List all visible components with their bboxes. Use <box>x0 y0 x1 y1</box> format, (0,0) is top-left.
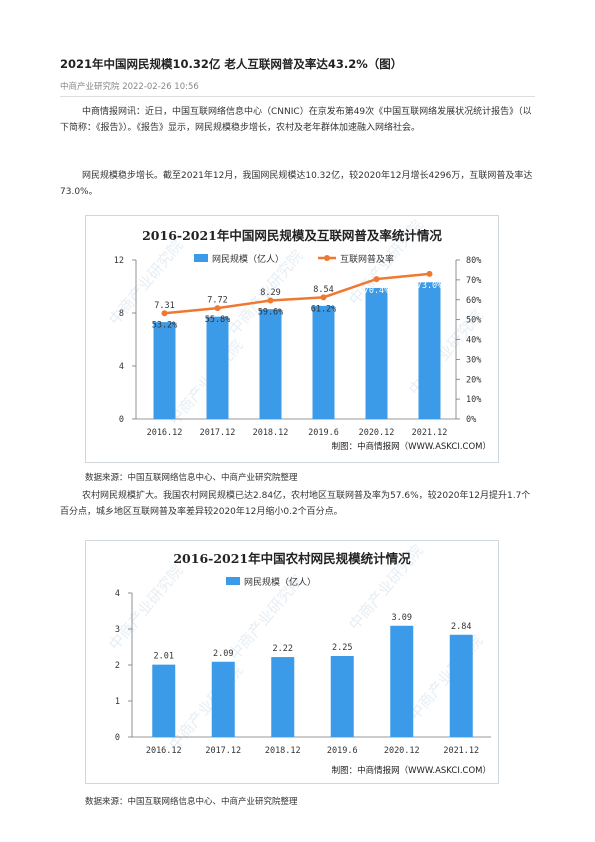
bar-value-label: 2.01 <box>154 652 174 662</box>
y-tick-label: 8 <box>119 309 124 319</box>
x-tick-label: 2018.12 <box>265 746 301 756</box>
legend-label-line: 互联网普及率 <box>340 253 394 265</box>
legend-swatch-bar <box>226 577 240 585</box>
article-title: 2021年中国网民规模10.32亿 老人互联网普及率达43.2%（图） <box>60 57 403 71</box>
rate-value-label: 73.0% <box>417 281 443 291</box>
chart-netizen-scale: 中商产业研究院 中商产业研究院 中商产业研究院 中商产业研究院 中商产业研究院 2016-… <box>85 215 499 463</box>
x-tick-label: 2017.12 <box>205 746 241 756</box>
bar <box>449 634 473 737</box>
watermark-text: 中商产业研究院 <box>105 237 186 329</box>
y2-tick-label: 10% <box>466 395 481 405</box>
chart-credit: 制图：中商情报网（WWW.ASKCI.COM） <box>332 441 491 452</box>
legend-label-bar: 网民规模（亿人） <box>212 253 284 265</box>
rate-value-label: 53.2% <box>152 320 178 330</box>
watermark-text: 中商产业研究院 <box>165 337 246 429</box>
y2-tick-label: 80% <box>466 256 481 266</box>
chart-credit: 制图：中商情报网（WWW.ASKCI.COM） <box>332 765 491 776</box>
y-tick-label: 4 <box>119 362 124 372</box>
bar-value-label: 2.25 <box>332 643 352 653</box>
y-tick-label: 0 <box>115 733 120 743</box>
x-tick-label: 2019.6 <box>327 746 358 756</box>
paragraph-scale: 网民规模稳步增长。截至2021年12月，我国网民规模达10.32亿，较2020年… <box>60 171 533 197</box>
bar-value-label: 8.29 <box>260 288 280 298</box>
divider <box>60 96 535 97</box>
y-tick-label: 12 <box>114 256 124 266</box>
bar-value-label: 9.89 <box>366 267 386 277</box>
bar-value-label: 8.54 <box>313 285 333 295</box>
paragraph-intro: 中商情报网讯：近日，中国互联网络信息中心（CNNIC）在京发布第49次《中国互联… <box>60 107 532 133</box>
chart-rural-scale: 中商产业研究院 中商产业研究院 中商产业研究院 中商产业研究院 中商产业研究院 2016-… <box>85 540 499 784</box>
x-tick-label: 2017.12 <box>200 428 236 438</box>
bar <box>330 656 354 737</box>
rate-value-label: 70.4% <box>364 286 390 296</box>
y2-tick-label: 40% <box>466 336 481 346</box>
bar-value-label: 2.22 <box>273 644 293 654</box>
bar-value-label: 10.32 <box>417 261 443 271</box>
chart1-svg: 中商产业研究院 中商产业研究院 中商产业研究院中商产业研究院中商产业研究院2016-… <box>105 217 491 452</box>
y2-tick-label: 0% <box>466 415 476 425</box>
rate-point <box>373 276 380 283</box>
y-tick-label: 0 <box>119 415 124 425</box>
rate-value-label: 59.6% <box>258 308 284 318</box>
source-note-1: 数据来源：中国互联网络信息中心、中商产业研究院整理 <box>85 473 298 483</box>
chart-title: 2016-2021年中国网民规模及互联网普及率统计情况 <box>142 228 442 243</box>
bar <box>152 664 176 737</box>
chart-title: 2016-2021年中国农村网民规模统计情况 <box>173 551 411 566</box>
y-tick-label: 1 <box>115 697 120 707</box>
bar-value-label: 3.09 <box>392 613 412 623</box>
y-tick-label: 2 <box>115 661 120 671</box>
x-tick-label: 2016.12 <box>147 428 183 438</box>
y2-tick-label: 20% <box>466 375 481 385</box>
rate-line <box>164 272 430 315</box>
y-tick-label: 4 <box>115 589 120 599</box>
legend-swatch-bar <box>194 254 208 262</box>
article-meta: 中商产业研究院 2022-02-26 10:56 <box>60 82 199 92</box>
rate-point <box>267 297 274 304</box>
y2-tick-label: 30% <box>466 355 481 365</box>
bar <box>259 309 282 419</box>
bar-value-label: 7.31 <box>154 301 174 311</box>
x-tick-label: 2019.6 <box>308 428 339 438</box>
x-tick-label: 2018.12 <box>253 428 289 438</box>
watermark-text: 中商产业研究院 <box>405 632 486 724</box>
bar <box>271 657 295 737</box>
y2-tick-label: 60% <box>466 296 481 306</box>
bar <box>312 305 335 419</box>
rate-point <box>320 294 327 301</box>
x-tick-label: 2020.12 <box>384 746 420 756</box>
x-tick-label: 2021.12 <box>412 428 448 438</box>
source-note-2: 数据来源：中国互联网络信息中心、中商产业研究院整理 <box>85 797 298 807</box>
rate-point <box>214 305 221 312</box>
paragraph-rural: 农村网民规模扩大。我国农村网民规模已达2.84亿，农村地区互联网普及率为57.6… <box>60 491 531 517</box>
legend-swatch-dot <box>324 255 330 261</box>
bar <box>206 316 229 419</box>
x-tick-label: 2020.12 <box>359 428 395 438</box>
watermark-text: 中商产业研究院 <box>105 562 186 654</box>
bar-value-label: 7.72 <box>207 296 227 306</box>
bar <box>211 661 235 737</box>
bar <box>153 322 176 419</box>
rate-value-label: 55.8% <box>205 315 231 325</box>
legend-label-bar: 网民规模（亿人） <box>244 576 316 588</box>
bar <box>390 625 414 737</box>
bar <box>418 282 441 419</box>
rate-value-label: 61.2% <box>311 304 337 314</box>
x-tick-label: 2021.12 <box>443 746 479 756</box>
bar <box>365 287 388 419</box>
y2-tick-label: 70% <box>466 276 481 286</box>
bar-value-label: 2.09 <box>213 649 233 659</box>
chart2-svg: 中商产业研究院 中商产业研究院 中商产业研究院中商产业研究院中商产业研究院2016-… <box>105 542 491 776</box>
rate-point <box>426 270 433 277</box>
rate-point <box>161 310 168 317</box>
y2-tick-label: 50% <box>466 316 481 326</box>
bar-value-label: 2.84 <box>451 622 471 632</box>
y-tick-label: 3 <box>115 625 120 635</box>
x-tick-label: 2016.12 <box>146 746 182 756</box>
